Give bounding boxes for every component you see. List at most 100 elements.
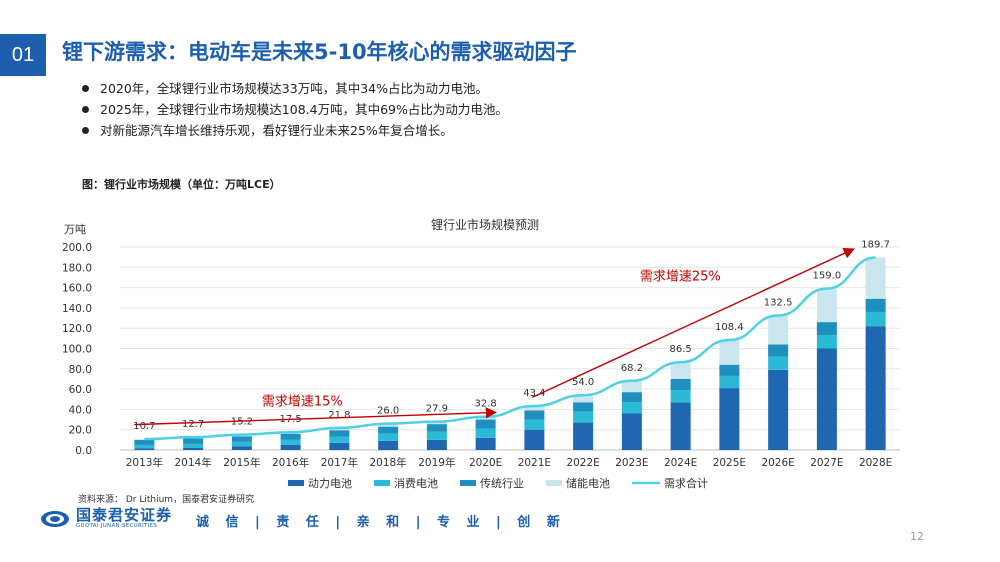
bar-segment bbox=[573, 395, 594, 403]
bullet-list: 2020年，全球锂行业市场规模达33万吨，其中34%占比为动力电池。 2025年… bbox=[82, 78, 508, 141]
lithium-market-chart: 锂行业市场规模预测 万吨 0.0 20.0 40.0 60.0 80.0 100.0 120… bbox=[62, 217, 900, 490]
x-tick-label: 2018年 bbox=[370, 456, 407, 469]
bar-segment bbox=[719, 364, 740, 376]
bar-segment bbox=[670, 378, 691, 391]
gridlines bbox=[120, 246, 900, 451]
bar-segment bbox=[719, 339, 740, 365]
bar-segment bbox=[378, 426, 399, 434]
growth-arrows: 需求增速15% 需求增速25% bbox=[134, 248, 855, 426]
bar-segment bbox=[475, 437, 496, 450]
bar-segment bbox=[280, 439, 301, 445]
data-label: 32.8 bbox=[474, 399, 496, 410]
x-tick-label: 2015年 bbox=[223, 456, 260, 469]
x-axis-ticks: 2013年 2014年 2015年 2016年 2017年 2018年 2019年 2020E… bbox=[126, 456, 893, 469]
bar-segment bbox=[329, 442, 350, 450]
bar-segment bbox=[524, 410, 545, 420]
x-tick-label: 2021E bbox=[518, 457, 551, 469]
chart-legend: 动力电池 消费电池 传统行业 储能电池 需求合计 bbox=[288, 476, 708, 490]
bar-segment bbox=[621, 402, 642, 414]
legend-label: 动力电池 bbox=[308, 477, 352, 490]
data-label: 26.0 bbox=[377, 406, 399, 417]
bar-segment bbox=[378, 440, 399, 450]
x-tick-label: 2024E bbox=[664, 457, 697, 469]
data-label: 159.0 bbox=[813, 271, 842, 282]
page-title: 锂下游需求：电动车是未来5-10年核心的需求驱动因子 bbox=[62, 40, 577, 64]
bar-segment bbox=[865, 311, 886, 327]
x-tick-label: 2023E bbox=[615, 457, 648, 469]
bar-segment bbox=[329, 430, 350, 437]
bar-segment bbox=[134, 448, 155, 450]
bullet-item: 对新能源汽车增长维持乐观，看好锂行业未来25%年复合增长。 bbox=[82, 120, 508, 141]
y-tick-label: 100.0 bbox=[62, 344, 92, 356]
data-label: 10.7 bbox=[133, 421, 155, 432]
bar-segment bbox=[621, 413, 642, 450]
data-label: 189.7 bbox=[861, 239, 890, 250]
bar-segment bbox=[865, 257, 886, 299]
bar-segment bbox=[183, 443, 204, 448]
legend-swatch bbox=[288, 480, 304, 486]
x-tick-label: 2026E bbox=[761, 457, 794, 469]
bar-segment bbox=[670, 390, 691, 403]
bar-segment bbox=[475, 419, 496, 429]
bar-segment bbox=[816, 322, 837, 336]
bar-segment bbox=[426, 431, 447, 440]
bar-segment bbox=[524, 405, 545, 411]
bar-segment bbox=[816, 348, 837, 450]
company-slogan: 诚 信 | 责 任 | 亲 和 | 专 业 | 创 新 bbox=[196, 515, 566, 530]
bar-segment bbox=[768, 356, 789, 370]
y-tick-label: 200.0 bbox=[62, 242, 92, 254]
bar-segment bbox=[524, 419, 545, 430]
data-label: 86.5 bbox=[669, 344, 691, 355]
bar-segment bbox=[426, 424, 447, 432]
data-label: 54.0 bbox=[572, 377, 594, 388]
x-tick-label: 2017年 bbox=[321, 456, 358, 469]
y-tick-label: 140.0 bbox=[62, 303, 92, 315]
data-label: 21.8 bbox=[328, 410, 350, 421]
bar-segment bbox=[621, 380, 642, 393]
bar-segment bbox=[816, 288, 837, 323]
bar-segment bbox=[670, 362, 691, 379]
x-tick-label: 2016年 bbox=[272, 456, 309, 469]
bar-segment bbox=[426, 439, 447, 450]
data-label: 108.4 bbox=[715, 322, 744, 333]
growth-label-15: 需求增速15% bbox=[262, 394, 343, 409]
bar-segment bbox=[816, 335, 837, 349]
total-demand-line bbox=[144, 256, 876, 441]
legend-swatch bbox=[374, 480, 390, 486]
growth-arrow-15 bbox=[134, 407, 498, 426]
x-tick-label: 2014年 bbox=[175, 456, 212, 469]
page-number: 12 bbox=[910, 530, 924, 543]
data-label: 27.9 bbox=[426, 404, 448, 415]
y-tick-label: 80.0 bbox=[69, 364, 92, 376]
logo-english-name: GUOTAI JUNAN SECURITIES bbox=[76, 523, 158, 529]
bar-segment bbox=[524, 429, 545, 450]
bar-segment bbox=[768, 369, 789, 450]
bar-segment bbox=[183, 438, 204, 444]
bar-segment bbox=[329, 436, 350, 443]
bar-segment bbox=[865, 298, 886, 312]
x-tick-label: 2019年 bbox=[418, 456, 455, 469]
y-tick-label: 180.0 bbox=[62, 262, 92, 274]
bar-segment bbox=[719, 388, 740, 450]
y-tick-label: 0.0 bbox=[75, 445, 92, 457]
bar-segment bbox=[231, 436, 252, 442]
data-label: 43.4 bbox=[523, 388, 545, 399]
data-label: 132.5 bbox=[764, 298, 793, 309]
bar-segment bbox=[475, 428, 496, 438]
data-label: 12.7 bbox=[182, 419, 204, 430]
bar-segment bbox=[621, 392, 642, 403]
bar-segment bbox=[768, 315, 789, 345]
section-number-badge: 01 bbox=[0, 34, 46, 76]
bar-segment bbox=[719, 375, 740, 389]
legend-label: 储能电池 bbox=[566, 476, 610, 490]
legend-swatch bbox=[460, 480, 476, 486]
y-axis-ticks: 0.0 20.0 40.0 60.0 80.0 100.0 120.0 140.0 160.0 1… bbox=[62, 242, 92, 457]
growth-label-25: 需求增速25% bbox=[640, 269, 721, 284]
bar-segment bbox=[670, 402, 691, 450]
x-tick-label: 2013年 bbox=[126, 456, 163, 469]
bar-segment bbox=[280, 444, 301, 450]
company-logo: 国泰君安证券 GUOTAI JUNAN SECURITIES bbox=[40, 508, 172, 529]
bar-segment bbox=[573, 422, 594, 450]
data-label: 68.2 bbox=[621, 363, 643, 374]
source-note: 资料来源： Dr Lithium，国泰君安证券研究 bbox=[78, 495, 255, 505]
